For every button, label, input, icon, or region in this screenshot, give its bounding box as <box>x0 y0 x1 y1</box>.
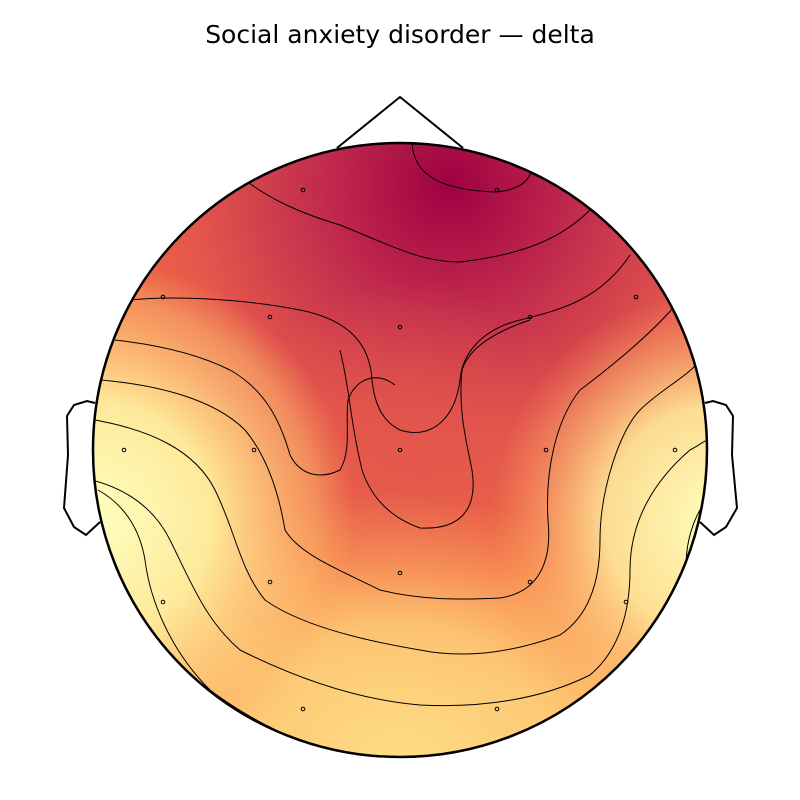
electrode-f3 <box>267 314 273 320</box>
electrode-o2 <box>494 706 500 712</box>
electrode-f8 <box>633 294 639 300</box>
electrode-markers <box>121 187 678 712</box>
electrode-p4 <box>527 579 533 585</box>
electrode-t5 <box>160 599 166 605</box>
electrode-fz <box>397 324 403 330</box>
electrode-p3 <box>267 579 273 585</box>
right-ear-outline <box>699 399 739 537</box>
page-title: Social anxiety disorder — delta <box>205 20 595 49</box>
electrode-t4 <box>672 447 678 453</box>
topography-field <box>93 143 707 757</box>
electrode-f7 <box>160 294 166 300</box>
electrode-fp1 <box>300 187 306 193</box>
electrode-c4 <box>543 447 549 453</box>
nose-outline <box>336 95 464 149</box>
electrode-t3 <box>121 447 127 453</box>
electrode-fp2 <box>494 187 500 193</box>
electrode-f4 <box>527 314 533 320</box>
electrode-cz <box>397 447 403 453</box>
head-outline <box>91 141 709 759</box>
electrode-c3 <box>251 447 257 453</box>
electrode-t6 <box>623 599 629 605</box>
electrode-pz <box>397 570 403 576</box>
left-ear-outline <box>62 399 101 537</box>
electrode-o1 <box>300 706 306 712</box>
